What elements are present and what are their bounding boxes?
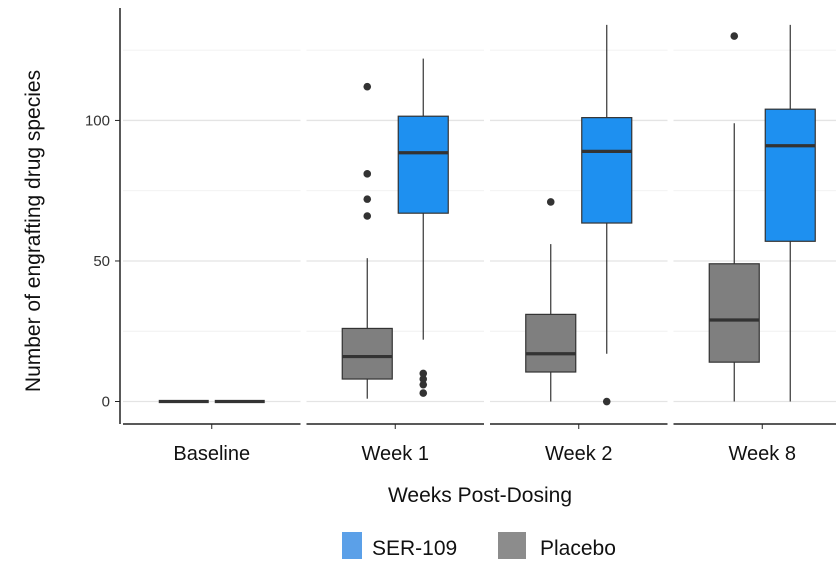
- category-label-baseline: Baseline: [173, 443, 250, 465]
- legend-swatch-placebo: [498, 532, 526, 559]
- box-placebo-week-2: [525, 198, 577, 402]
- outlier-point: [419, 389, 428, 397]
- box-ser-109-week-8: [764, 24, 816, 402]
- box-body: [764, 108, 816, 242]
- outlier-point: [419, 380, 428, 389]
- legend-label-placebo: Placebo: [540, 537, 616, 560]
- outlier-point: [363, 212, 372, 220]
- box-body: [708, 263, 760, 363]
- box-ser-109-week-2: [581, 24, 633, 406]
- box-body: [581, 117, 633, 224]
- category-label-week-2: Week 2: [545, 443, 612, 465]
- outlier-point: [546, 198, 555, 206]
- outlier-point: [602, 397, 611, 406]
- box-body: [341, 327, 393, 380]
- outlier-point: [363, 170, 372, 178]
- y-tick-label-50: 50: [93, 253, 110, 270]
- x-axis-title: Weeks Post-Dosing: [388, 484, 572, 507]
- box-body: [397, 115, 449, 214]
- y-tick-label-0: 0: [102, 394, 110, 411]
- box-series: [158, 24, 816, 406]
- y-tick-labels: 0 50 100: [85, 112, 110, 410]
- legend: SER-109 Placebo: [342, 532, 616, 560]
- box-ser-109-week-1: [397, 58, 449, 397]
- facet-panels: [123, 49, 836, 403]
- outlier-point: [419, 375, 428, 383]
- legend-swatch-ser-109: [342, 532, 362, 559]
- outlier-point: [419, 369, 428, 378]
- category-label-week-1: Week 1: [362, 443, 429, 465]
- axes: [115, 8, 836, 429]
- outlier-point: [730, 32, 739, 40]
- box-placebo-week-8: [708, 32, 760, 402]
- box-body: [525, 313, 577, 373]
- legend-label-ser-109: SER-109: [372, 537, 457, 560]
- outlier-point: [363, 82, 372, 91]
- x-category-labels: Baseline Week 1 Week 2 Week 8: [173, 443, 796, 465]
- category-label-week-8: Week 8: [729, 443, 796, 465]
- box-placebo-week-1: [341, 82, 393, 399]
- y-axis-title: Number of engrafting drug species: [22, 70, 45, 392]
- outlier-point: [363, 195, 372, 203]
- y-tick-label-100: 100: [85, 112, 110, 129]
